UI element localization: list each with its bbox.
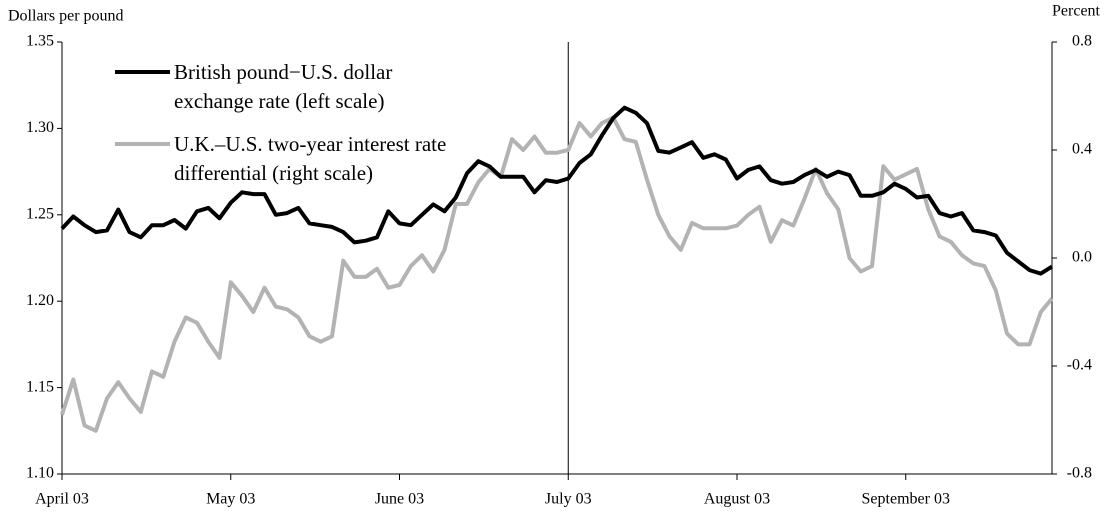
y2-tick-label: -0.4 [1067, 357, 1092, 374]
x-tick-label: August 03 [704, 491, 770, 508]
legend-label: British pound−U.S. dollar exchange rate … [174, 60, 393, 113]
y2-axis-label: Percent [1052, 3, 1101, 20]
x-tick-label: June 03 [375, 491, 424, 508]
y-axis-label: Dollars per pound [8, 8, 124, 25]
y-tick-label: 1.15 [26, 378, 54, 395]
y-tick-label: 1.10 [26, 465, 54, 482]
y-tick-label: 1.25 [26, 205, 54, 222]
x-tick-label: April 03 [35, 491, 89, 508]
x-tick-label: September 03 [862, 491, 950, 508]
y-tick-label: 1.20 [26, 292, 54, 309]
x-tick-label: May 03 [206, 491, 255, 508]
y-tick-label: 1.30 [26, 119, 54, 136]
y2-tick-label: 0.4 [1072, 141, 1092, 158]
y-tick-label: 1.35 [26, 33, 54, 50]
y2-tick-label: 0.8 [1072, 33, 1092, 50]
series-line [60, 115, 1054, 433]
series-line [60, 105, 1054, 276]
y2-tick-label: -0.8 [1067, 465, 1092, 482]
legend-label: U.K.–U.S. two-year interest rate differe… [174, 132, 447, 185]
y2-tick-label: 0.0 [1072, 249, 1092, 266]
x-tick-label: July 03 [545, 491, 592, 508]
